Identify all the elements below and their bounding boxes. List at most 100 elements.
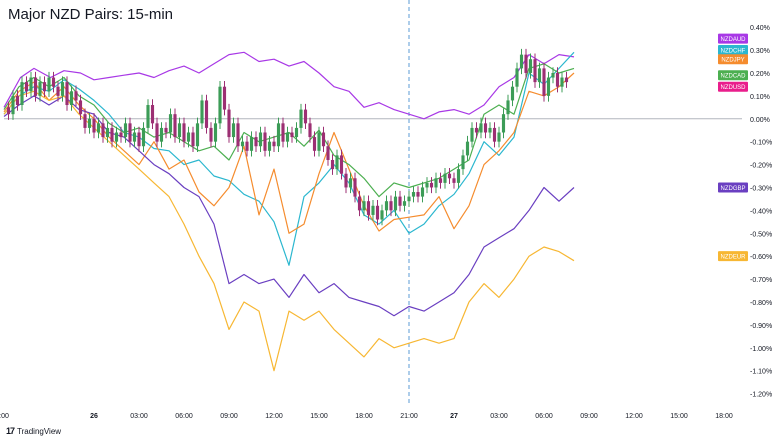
tradingview-logo-icon: 17 [6, 426, 15, 436]
candle-body [438, 178, 443, 183]
candle-body [38, 82, 42, 96]
candle-body [524, 54, 528, 73]
candle-body [479, 123, 483, 133]
candle-body [434, 178, 438, 188]
candle-body [258, 132, 263, 147]
candle-body [317, 132, 321, 151]
candle-body [546, 77, 551, 96]
tradingview-brand[interactable]: 17 TradingView [6, 426, 61, 436]
candle-body [240, 141, 245, 147]
candle-body [312, 137, 317, 151]
candle-body [150, 105, 155, 124]
candle-body [96, 123, 101, 133]
candle-body [276, 123, 281, 147]
candle-body [506, 100, 510, 115]
candle-body [542, 68, 546, 96]
candle-body [528, 59, 533, 73]
candle-body [159, 127, 164, 142]
candle-body [371, 205, 375, 215]
candle-body [452, 178, 456, 183]
candle-body [263, 132, 267, 151]
candle-body [339, 155, 344, 174]
series-line-nzdaud [3, 51, 575, 120]
candle-body [461, 155, 465, 170]
series-label-bg [718, 182, 748, 193]
candle-body [209, 127, 213, 142]
candle-body [515, 68, 519, 87]
candle-body [357, 196, 362, 211]
y-tick-label: -0.80% [750, 300, 772, 307]
y-tick-label: -0.60% [750, 254, 772, 261]
candle-body [497, 132, 501, 142]
candle-body [195, 123, 200, 147]
candle-body [83, 114, 87, 128]
x-tick-label: 18:00 [355, 413, 373, 420]
candle-body [146, 105, 150, 128]
series-label-text: NZDGBP [720, 186, 745, 192]
candle-body [353, 178, 357, 197]
series-label-nzdcad: NZDCAD [718, 70, 748, 81]
y-tick-label: -1.10% [750, 369, 772, 376]
candle-body [47, 77, 51, 92]
x-tick-label: 03:00 [490, 413, 508, 420]
candle-body [114, 132, 119, 142]
candle-body [560, 77, 564, 87]
candle-body [321, 132, 326, 147]
x-tick-label: 26 [90, 413, 98, 420]
candle-body [533, 59, 537, 83]
candle-body [425, 182, 429, 188]
candle-body [105, 127, 110, 138]
candle-body [164, 127, 168, 133]
x-tick-label: 09:00 [580, 413, 598, 420]
candle-body [92, 118, 96, 133]
candle-body [168, 114, 173, 133]
candle-body [186, 132, 191, 142]
series-label-bg [718, 45, 748, 56]
candle-body [123, 123, 128, 138]
y-tick-label: 0.00% [750, 117, 770, 124]
candle-body [420, 187, 425, 197]
candle-body [132, 132, 137, 142]
candle-body [564, 77, 569, 83]
candle-body [254, 137, 258, 147]
candle-body [200, 100, 204, 124]
series-label-nzdaud: NZDAUD [718, 33, 748, 44]
candle-body [492, 127, 497, 142]
candle-body [204, 100, 209, 128]
series-label-nzdusd: NZDUSD [718, 81, 748, 92]
candle-body [416, 192, 420, 197]
candle-body [402, 201, 407, 206]
candle-body [20, 82, 24, 106]
candle-body [366, 201, 371, 215]
candle-body [24, 82, 29, 92]
x-tick-label: :00 [0, 413, 9, 420]
candle-body [74, 91, 78, 101]
candle-body [447, 173, 452, 179]
candle-body [141, 127, 146, 147]
series-label-text: NZDAUD [721, 37, 747, 43]
candle-body [128, 123, 132, 142]
series-label-text: NZDJPY [721, 58, 744, 64]
candle-body [15, 95, 20, 106]
candle-body [155, 123, 159, 142]
x-tick-label: 12:00 [625, 413, 643, 420]
candle-body [501, 114, 506, 133]
x-tick-label: 12:00 [265, 413, 283, 420]
candle-body [33, 77, 38, 96]
candle-body [119, 132, 123, 138]
candle-body [465, 141, 470, 156]
x-tick-label: 03:00 [130, 413, 148, 420]
candle-body [326, 146, 330, 160]
candle-body [56, 86, 60, 96]
candle-body [407, 196, 411, 202]
series-label-text: NZDUSD [721, 85, 747, 91]
candle-body [456, 169, 461, 183]
y-tick-label: -0.90% [750, 323, 772, 330]
candle-body [474, 127, 479, 133]
candle-body [227, 109, 231, 138]
candle-body [87, 118, 92, 128]
candle-body [429, 182, 434, 188]
y-tick-label: -0.70% [750, 277, 772, 284]
candle-body [384, 201, 389, 211]
